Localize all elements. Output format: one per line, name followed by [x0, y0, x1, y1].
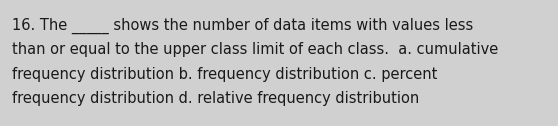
- Text: than or equal to the upper class limit of each class.  a. cumulative: than or equal to the upper class limit o…: [12, 42, 498, 57]
- Text: frequency distribution d. relative frequency distribution: frequency distribution d. relative frequ…: [12, 91, 419, 106]
- Text: 16. The _____ shows the number of data items with values less: 16. The _____ shows the number of data i…: [12, 18, 473, 34]
- Text: frequency distribution b. frequency distribution c. percent: frequency distribution b. frequency dist…: [12, 67, 437, 82]
